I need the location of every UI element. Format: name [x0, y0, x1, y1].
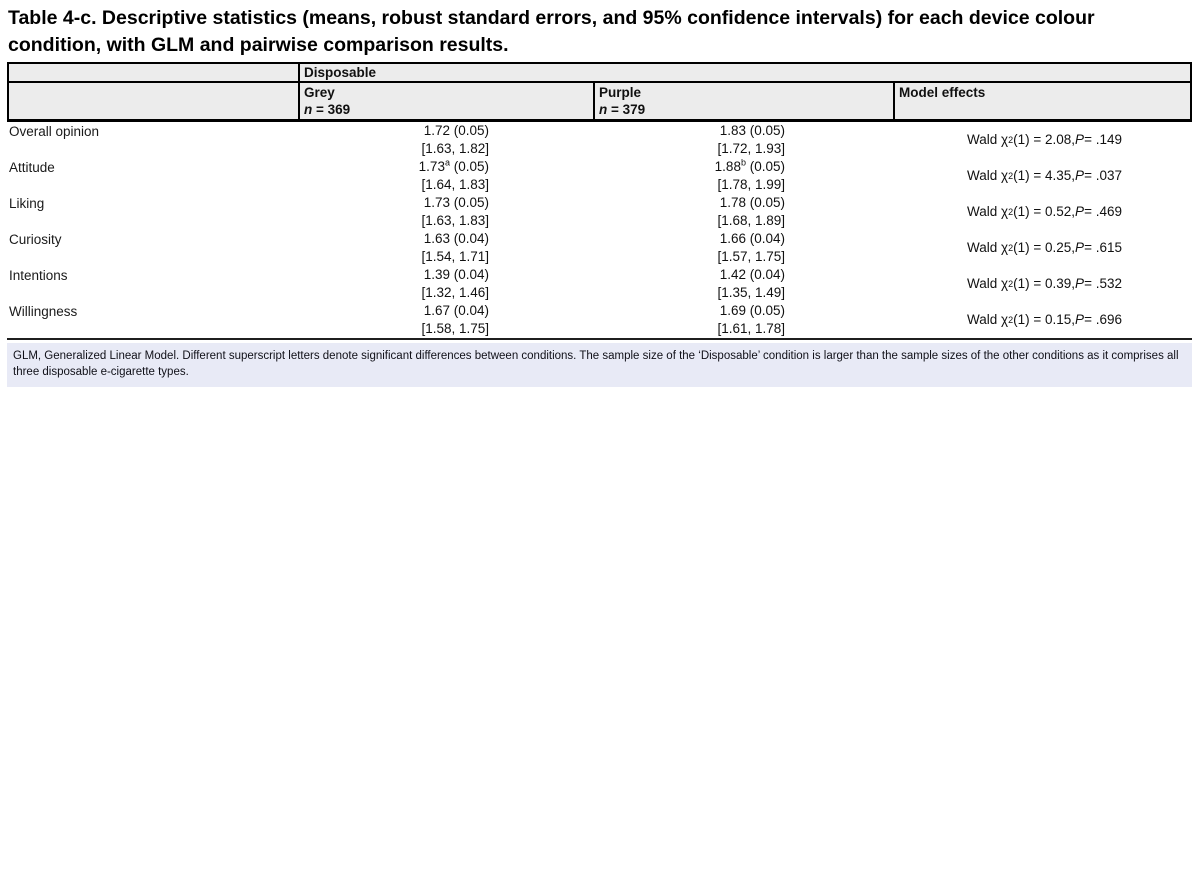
purple-cell: 1.66 (0.04) [1.57, 1.75]: [597, 230, 897, 266]
row-label: Attitude: [9, 160, 55, 175]
grey-cell: 1.73a (0.05) [1.64, 1.83]: [300, 158, 597, 194]
row-label: Willingness: [9, 304, 78, 319]
purple-mean: 1.83 (0.05): [719, 123, 785, 138]
grey-mean: 1.67 (0.04): [423, 303, 489, 318]
table-row-liking: Liking 1.73 (0.05) [1.63, 1.83] 1.78 (0.…: [7, 194, 1192, 230]
table-row-willingness: Willingness 1.67 (0.04) [1.58, 1.75] 1.6…: [7, 302, 1192, 338]
purple-mean: 1.69 (0.05): [719, 303, 785, 318]
grey-ci: [1.64, 1.83]: [421, 177, 489, 192]
purple-mean: 1.88b (0.05): [714, 157, 785, 174]
purple-cell: 1.83 (0.05) [1.72, 1.93]: [597, 122, 897, 158]
grey-ci: [1.32, 1.46]: [421, 285, 489, 300]
header-empty-cell: [9, 83, 300, 119]
table-body: Overall opinion 1.72 (0.05) [1.63, 1.82]…: [7, 122, 1192, 340]
purple-ci: [1.35, 1.49]: [717, 285, 785, 300]
grey-mean: 1.63 (0.04): [423, 231, 489, 246]
grey-ci: [1.58, 1.75]: [421, 321, 489, 336]
col-header-grey: Grey n = 369: [300, 83, 595, 119]
purple-ci: [1.68, 1.89]: [717, 213, 785, 228]
purple-mean: 1.42 (0.04): [719, 267, 785, 282]
col-header-purple: Purple n = 379: [595, 83, 895, 119]
wald-statistic: Wald χ 2 (1) = 0.52, P = .469: [967, 204, 1122, 219]
purple-ci: [1.72, 1.93]: [717, 141, 785, 156]
purple-cell: 1.69 (0.05) [1.61, 1.78]: [597, 302, 897, 338]
purple-cell: 1.42 (0.04) [1.35, 1.49]: [597, 266, 897, 302]
col-header-model-effects: Model effects: [899, 85, 986, 100]
purple-ci: [1.61, 1.78]: [717, 321, 785, 336]
grey-ci: [1.54, 1.71]: [421, 249, 489, 264]
table-row-curiosity: Curiosity 1.63 (0.04) [1.54, 1.71] 1.66 …: [7, 230, 1192, 266]
grey-cell: 1.39 (0.04) [1.32, 1.46]: [300, 266, 597, 302]
header-empty-cell: [9, 64, 300, 81]
grey-cell: 1.73 (0.05) [1.63, 1.83]: [300, 194, 597, 230]
group-header-disposable: Disposable: [304, 65, 377, 80]
stats-table: Disposable Grey n = 369 Purple n = 379 M…: [7, 62, 1192, 387]
row-label: Liking: [9, 196, 45, 211]
purple-ci: [1.78, 1.99]: [717, 177, 785, 192]
wald-statistic: Wald χ 2 (1) = 4.35, P = .037: [967, 168, 1122, 183]
grey-mean: 1.73 (0.05): [423, 195, 489, 210]
group-header-row: Disposable: [9, 64, 1190, 83]
wald-statistic: Wald χ 2 (1) = 0.15, P = .696: [967, 312, 1122, 327]
grey-ci: [1.63, 1.83]: [421, 213, 489, 228]
purple-ci: [1.57, 1.75]: [717, 249, 785, 264]
page-title: Table 4-c. Descriptive statistics (means…: [8, 7, 1095, 56]
wald-statistic: Wald χ 2 (1) = 0.39, P = .532: [967, 276, 1122, 291]
purple-mean: 1.66 (0.04): [719, 231, 785, 246]
row-label: Curiosity: [9, 232, 62, 247]
table-header: Disposable Grey n = 369 Purple n = 379 M…: [7, 62, 1192, 122]
grey-label: Grey: [304, 85, 335, 100]
grey-cell: 1.63 (0.04) [1.54, 1.71]: [300, 230, 597, 266]
grey-sample-size: n = 369: [304, 102, 351, 117]
grey-mean: 1.72 (0.05): [423, 123, 489, 138]
purple-mean: 1.78 (0.05): [719, 195, 785, 210]
grey-mean: 1.39 (0.04): [423, 267, 489, 282]
table-footnote: GLM, Generalized Linear Model. Different…: [7, 343, 1192, 387]
row-label: Intentions: [9, 268, 68, 283]
wald-statistic: Wald χ 2 (1) = 2.08, P = .149: [967, 132, 1122, 147]
column-header-row: Grey n = 369 Purple n = 379 Model effect…: [9, 83, 1190, 119]
row-label: Overall opinion: [9, 124, 100, 139]
purple-cell: 1.88b (0.05) [1.78, 1.99]: [597, 158, 897, 194]
table-row-attitude: Attitude 1.73a (0.05) [1.64, 1.83] 1.88b…: [7, 158, 1192, 194]
purple-sample-size: n = 379: [599, 102, 646, 117]
grey-cell: 1.72 (0.05) [1.63, 1.82]: [300, 122, 597, 158]
grey-mean: 1.73a (0.05): [418, 157, 489, 174]
grey-cell: 1.67 (0.04) [1.58, 1.75]: [300, 302, 597, 338]
purple-cell: 1.78 (0.05) [1.68, 1.89]: [597, 194, 897, 230]
table-row-overall-opinion: Overall opinion 1.72 (0.05) [1.63, 1.82]…: [7, 122, 1192, 158]
wald-statistic: Wald χ 2 (1) = 0.25, P = .615: [967, 240, 1122, 255]
purple-label: Purple: [599, 85, 642, 100]
grey-ci: [1.63, 1.82]: [421, 141, 489, 156]
table-row-intentions: Intentions 1.39 (0.04) [1.32, 1.46] 1.42…: [7, 266, 1192, 302]
